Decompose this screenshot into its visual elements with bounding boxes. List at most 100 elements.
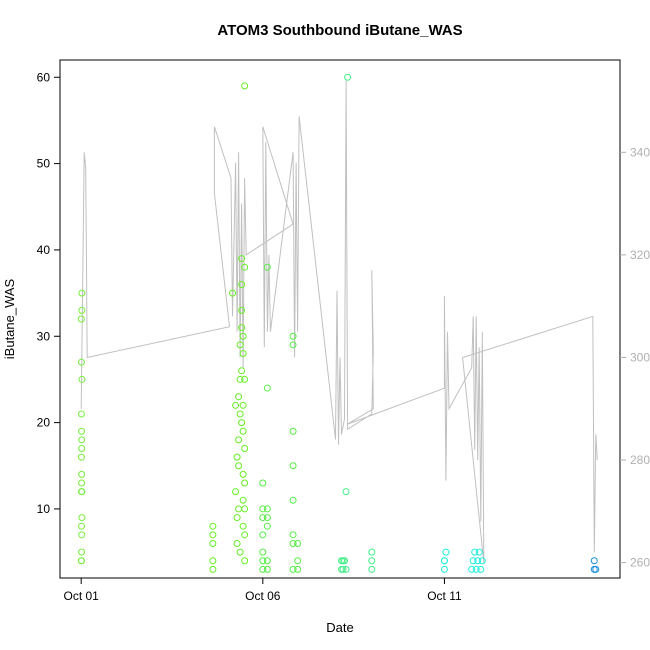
data-point: [239, 522, 247, 530]
data-point: [78, 375, 86, 383]
data-point: [241, 375, 249, 383]
data-point: [472, 565, 480, 573]
data-point: [77, 453, 85, 461]
data-point: [235, 505, 243, 513]
data-point: [233, 453, 241, 461]
data-point: [342, 565, 350, 573]
data-point: [440, 565, 448, 573]
x-tick-label: Oct 01: [64, 589, 100, 603]
data-point: [289, 531, 297, 539]
data-point: [239, 332, 247, 340]
plot-frame: [59, 59, 621, 579]
data-point: [78, 531, 86, 539]
data-point: [344, 73, 352, 81]
data-point: [241, 445, 249, 452]
data-point: [342, 488, 350, 496]
data-point: [238, 324, 246, 332]
plot-area: [77, 73, 600, 573]
data-point: [78, 488, 86, 496]
data-point: [368, 548, 376, 556]
data-point: [236, 341, 244, 349]
data-point: [238, 367, 246, 375]
data-point: [442, 548, 450, 556]
chart-title: ATOM3 Southbound iButane_WAS: [217, 22, 462, 39]
data-point: [259, 479, 267, 487]
data-point: [241, 82, 249, 90]
y-tick-label: 30: [37, 329, 51, 343]
data-point: [474, 557, 482, 565]
data-point: [263, 557, 271, 565]
data-point: [78, 548, 86, 556]
y2-tick-label: 320: [630, 248, 650, 262]
data-point: [263, 384, 271, 392]
y2-tick-label: 280: [630, 453, 650, 467]
data-point: [469, 557, 477, 565]
data-point: [263, 514, 271, 522]
data-point: [468, 565, 476, 573]
data-point: [259, 505, 267, 513]
data-point: [241, 531, 249, 539]
data-point: [209, 539, 217, 547]
data-point: [294, 539, 302, 547]
data-point: [289, 539, 297, 547]
secondary-line: [80, 80, 598, 563]
data-point: [209, 522, 217, 530]
data-point: [294, 565, 302, 573]
data-point: [233, 539, 241, 547]
data-point: [241, 479, 249, 487]
data-point: [209, 565, 217, 573]
data-point: [78, 470, 86, 478]
data-point: [478, 557, 486, 565]
data-point: [236, 548, 244, 556]
data-point: [238, 255, 246, 263]
data-point: [368, 565, 376, 573]
y-tick-label: 60: [37, 70, 51, 84]
data-point: [440, 557, 448, 565]
data-point: [77, 315, 85, 323]
data-point: [339, 557, 347, 565]
data-point: [289, 565, 297, 573]
data-point: [78, 436, 86, 444]
data-point: [590, 557, 598, 565]
data-point: [239, 470, 247, 478]
data-point: [77, 522, 85, 530]
data-point: [78, 427, 86, 435]
data-point: [78, 514, 86, 522]
data-point: [77, 410, 85, 418]
data-point: [592, 565, 600, 573]
data-point: [238, 280, 246, 288]
data-point: [259, 531, 267, 539]
data-point: [289, 462, 297, 470]
data-point: [232, 488, 240, 496]
data-point: [475, 548, 483, 556]
data-point: [239, 496, 247, 504]
data-point: [263, 263, 271, 271]
data-point: [238, 419, 246, 427]
data-point: [235, 462, 243, 470]
data-point: [289, 496, 297, 504]
y-tick-label: 10: [37, 502, 51, 516]
data-point: [289, 332, 297, 340]
data-point: [259, 548, 267, 556]
data-point: [233, 514, 241, 522]
data-point: [78, 479, 86, 487]
data-point: [477, 565, 485, 573]
y-tick-label: 20: [37, 416, 51, 430]
data-point: [77, 557, 85, 565]
data-point: [263, 565, 271, 573]
data-point: [78, 445, 86, 452]
data-point: [232, 401, 240, 409]
data-point: [259, 514, 267, 522]
data-point: [289, 341, 297, 349]
x-tick-label: Oct 06: [245, 589, 281, 603]
data-point: [229, 289, 237, 297]
data-point: [339, 565, 347, 573]
data-point: [236, 375, 244, 383]
data-point: [471, 548, 479, 556]
data-point: [263, 522, 271, 530]
data-point: [238, 306, 246, 314]
y-tick-label: 40: [37, 243, 51, 257]
y-axis-label: iButane_WAS: [2, 278, 17, 359]
y2-tick-label: 260: [630, 556, 650, 570]
data-point: [289, 427, 297, 435]
